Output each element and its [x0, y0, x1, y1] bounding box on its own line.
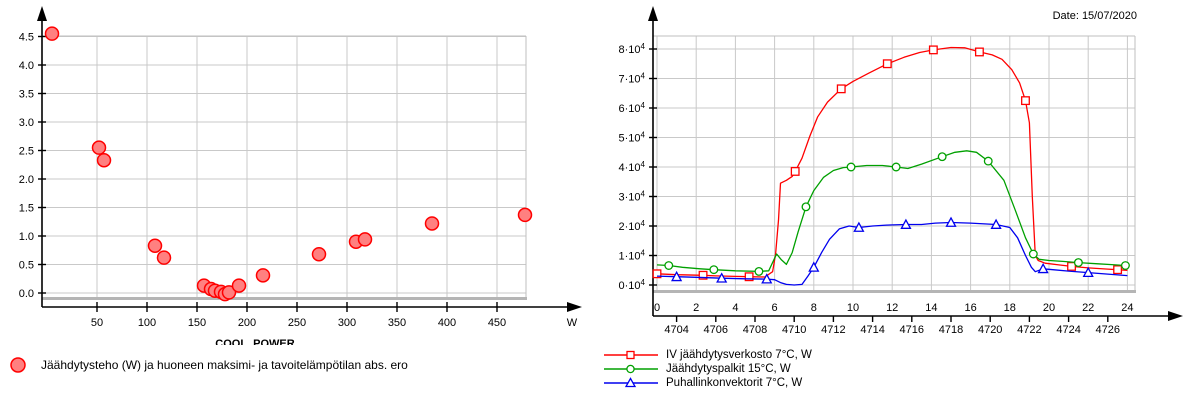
svg-text:2·104: 2·104 [619, 219, 646, 233]
svg-text:5·104: 5·104 [619, 131, 646, 145]
svg-text:2: 2 [693, 302, 699, 314]
scatter-series [44, 26, 533, 302]
legend-filled-circle-icon [10, 357, 26, 373]
scatter-legend: Jäähdytysteho (W) ja huoneen maksimi- ja… [6, 356, 408, 374]
line-series-0 [652, 45, 1128, 282]
line-chart: 0·104 1·104 2·104 3·104 4·104 5·104 6·104 7·104… [619, 6, 1183, 336]
legend-row-konvektorit: Puhallinkonvektorit 7°C, W [602, 376, 812, 390]
line-chart-grid [653, 36, 1135, 290]
svg-text:3.0: 3.0 [19, 117, 34, 129]
svg-text:22: 22 [1082, 302, 1094, 314]
svg-text:4.0: 4.0 [19, 60, 34, 72]
svg-text:8·104: 8·104 [619, 42, 646, 56]
svg-text:200: 200 [238, 317, 256, 329]
scatter-axes: 0.0 0.5 1.0 1.5 2.0 2.5 3.0 3.5 4.0 4.5 50 100 150 20… [19, 6, 582, 345]
legend-circle-marker-icon [604, 364, 658, 374]
svg-text:2.0: 2.0 [19, 174, 34, 186]
svg-text:4712: 4712 [821, 324, 845, 336]
svg-text:4710: 4710 [782, 324, 806, 336]
scatter-chart: 0.0 0.5 1.0 1.5 2.0 2.5 3.0 3.5 4.0 4.5 50 100 150 20… [19, 6, 582, 345]
svg-text:4706: 4706 [704, 324, 728, 336]
scatter-grid [42, 36, 526, 297]
legend-label-konvektorit: Puhallinkonvektorit 7°C, W [666, 377, 803, 389]
date-label: Date: 15/07/2020 [1052, 10, 1137, 22]
svg-text:14: 14 [925, 302, 937, 314]
svg-text:24: 24 [1121, 302, 1133, 314]
svg-text:4·104: 4·104 [619, 160, 646, 174]
svg-text:450: 450 [488, 317, 506, 329]
svg-text:4: 4 [732, 302, 738, 314]
svg-text:0.5: 0.5 [19, 260, 34, 272]
svg-text:4726: 4726 [1096, 324, 1120, 336]
svg-text:4718: 4718 [939, 324, 963, 336]
svg-text:0·104: 0·104 [619, 278, 646, 292]
legend-label-palkit: Jäähdytyspalkit 15°C, W [666, 363, 791, 375]
svg-text:100: 100 [138, 317, 156, 329]
svg-text:6·104: 6·104 [619, 101, 646, 115]
svg-text:400: 400 [438, 317, 456, 329]
legend-row-palkit: Jäähdytyspalkit 15°C, W [602, 362, 812, 376]
svg-text:18: 18 [1004, 302, 1016, 314]
svg-text:3·104: 3·104 [619, 190, 646, 204]
svg-text:7·104: 7·104 [619, 72, 646, 86]
svg-text:1.5: 1.5 [19, 203, 34, 215]
svg-text:4724: 4724 [1056, 324, 1080, 336]
legend-triangle-marker-icon [604, 377, 658, 388]
legend-square-marker-icon [604, 350, 658, 360]
svg-text:3.5: 3.5 [19, 89, 34, 101]
scatter-legend-label: Jäähdytysteho (W) ja huoneen maksimi- ja… [41, 358, 408, 372]
svg-text:1.0: 1.0 [19, 231, 34, 243]
line-chart-axes: 0·104 1·104 2·104 3·104 4·104 5·104 6·104 7·104… [619, 6, 1183, 336]
svg-text:150: 150 [188, 317, 206, 329]
line-series-2 [656, 216, 1128, 286]
line-chart-panel: Date: 15/07/2020 0·104 1·104 2·104 3·104 4·1… [591, 0, 1191, 400]
svg-text:4722: 4722 [1017, 324, 1041, 336]
svg-text:0.0: 0.0 [19, 288, 34, 300]
svg-text:COOL_POWER: COOL_POWER [215, 338, 295, 345]
svg-text:4708: 4708 [743, 324, 767, 336]
line-chart-legend: IV jäähdytysverkosto 7°C, W Jäähdytyspal… [602, 348, 812, 390]
svg-text:6: 6 [772, 302, 778, 314]
svg-text:250: 250 [288, 317, 306, 329]
svg-text:4704: 4704 [664, 324, 688, 336]
svg-text:50: 50 [91, 317, 103, 329]
svg-text:4.5: 4.5 [19, 32, 34, 44]
svg-text:4720: 4720 [978, 324, 1002, 336]
svg-text:W: W [567, 317, 578, 329]
scatter-chart-panel: 0.0 0.5 1.0 1.5 2.0 2.5 3.0 3.5 4.0 4.5 50 100 150 20… [0, 0, 591, 400]
svg-text:20: 20 [1043, 302, 1055, 314]
line-series-1 [656, 150, 1130, 276]
legend-row-iv-verkosto: IV jäähdytysverkosto 7°C, W [602, 348, 812, 362]
legend-label-iv-verkosto: IV jäähdytysverkosto 7°C, W [666, 349, 812, 361]
svg-text:0: 0 [654, 302, 660, 314]
svg-text:12: 12 [886, 302, 898, 314]
svg-text:8: 8 [811, 302, 817, 314]
svg-text:10: 10 [847, 302, 859, 314]
svg-text:4716: 4716 [900, 324, 924, 336]
svg-text:1·104: 1·104 [619, 249, 646, 263]
svg-text:4714: 4714 [860, 324, 884, 336]
svg-text:350: 350 [388, 317, 406, 329]
svg-text:16: 16 [964, 302, 976, 314]
svg-text:2.5: 2.5 [19, 146, 34, 158]
svg-text:300: 300 [338, 317, 356, 329]
